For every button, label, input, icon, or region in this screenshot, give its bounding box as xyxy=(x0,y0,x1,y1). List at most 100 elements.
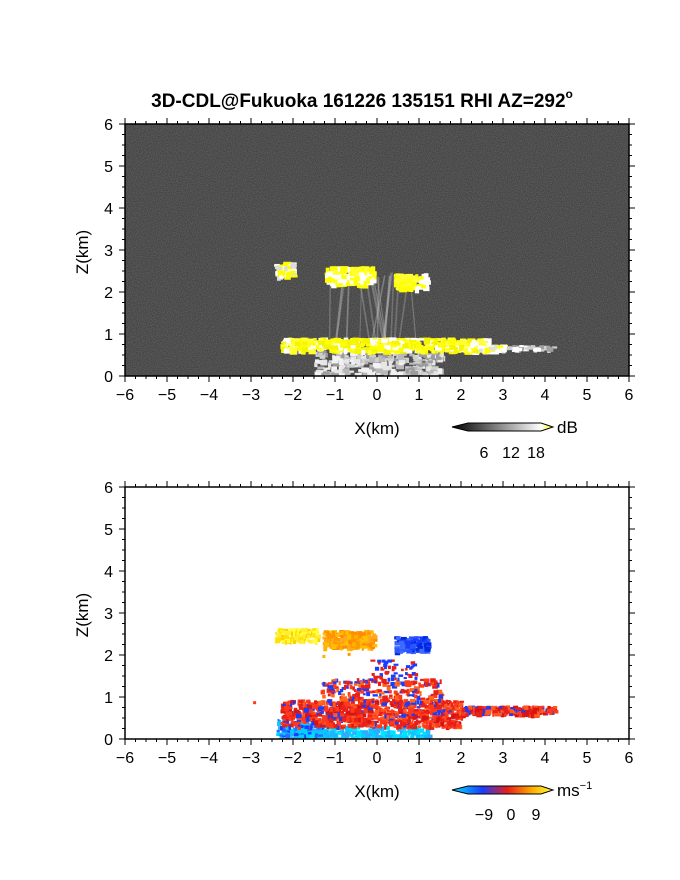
velocity-echo-cell xyxy=(320,736,326,739)
velocity-echo-cell xyxy=(549,712,553,715)
backscatter-echo-cell xyxy=(369,268,375,275)
velocity-echo-cell xyxy=(339,708,342,713)
velocity-echo-cell xyxy=(360,704,363,708)
velocity-echo-cell xyxy=(405,640,411,646)
backscatter-echo-cell xyxy=(356,280,364,284)
velocity-echo-cell xyxy=(394,703,398,707)
velocity-echo-cell xyxy=(495,708,498,712)
backscatter-echo-cell xyxy=(543,346,548,351)
x-tick-label: −3 xyxy=(242,387,260,404)
velocity-echo-cell xyxy=(378,707,383,713)
velocity-echo-cell xyxy=(398,674,404,677)
velocity-echo-cell xyxy=(335,642,340,647)
backscatter-echo-cell xyxy=(530,345,536,349)
colorbar-tick-label: 6 xyxy=(480,445,489,462)
velocity-echo-cell xyxy=(388,690,392,694)
backscatter-echo-cell xyxy=(316,344,320,350)
velocity-echo-cell xyxy=(390,674,396,678)
backscatter-echo-cell xyxy=(398,359,406,365)
velocity-echo-cell xyxy=(287,709,292,712)
velocity-echo-cell xyxy=(315,635,321,639)
velocity-echo-cell xyxy=(323,736,327,739)
velocity-echo-cell xyxy=(343,706,347,712)
velocity-echo-cell xyxy=(424,681,429,687)
velocity-echo-cell xyxy=(409,681,414,686)
velocity-echo-cell xyxy=(377,706,381,709)
velocity-echo-cell xyxy=(367,725,372,728)
velocity-echo-cell xyxy=(372,633,377,637)
y-tick-label: 2 xyxy=(104,648,113,665)
backscatter-echo-cell xyxy=(289,348,298,355)
velocity-echo-cell xyxy=(409,642,414,646)
velocity-echo-cell xyxy=(394,646,399,650)
backscatter-echo-cell xyxy=(506,346,515,351)
backscatter-echo-cell xyxy=(314,340,320,345)
x-tick-label: 3 xyxy=(499,387,508,404)
velocity-echo-cell xyxy=(347,724,354,727)
backscatter-echo-cell xyxy=(283,348,291,354)
velocity-echo-cell xyxy=(374,680,377,684)
velocity-echo-cell xyxy=(461,708,468,713)
velocity-echo-cell xyxy=(285,733,290,739)
velocity-echo-cell xyxy=(277,726,282,730)
velocity-echo-cell xyxy=(290,732,294,736)
velocity-echo-cell xyxy=(380,700,385,705)
velocity-echo-cell xyxy=(485,709,492,715)
backscatter-echo-cell xyxy=(435,341,439,346)
velocity-echo-cell xyxy=(346,644,350,649)
backscatter-echo-cell xyxy=(423,352,428,358)
velocity-echo-cell xyxy=(448,704,451,707)
velocity-echo-cell xyxy=(399,699,403,705)
velocity-echo-cell xyxy=(522,712,527,717)
backscatter-echo-cell xyxy=(425,343,430,349)
velocity-echo-cell xyxy=(336,720,341,726)
velocity-echo-cell xyxy=(443,719,450,722)
backscatter-echo-cell xyxy=(346,275,351,282)
velocity-echo-cell xyxy=(446,717,452,721)
velocity-echo-cell xyxy=(341,686,344,690)
velocity-echo-cell xyxy=(408,727,415,733)
velocity-echo-cell xyxy=(497,707,500,710)
velocity-echo-cell xyxy=(418,725,421,729)
velocity-echo-cell xyxy=(343,635,349,640)
x-tick-label: 5 xyxy=(583,750,592,767)
backscatter-echo-cell xyxy=(394,357,399,361)
velocity-echo-cell xyxy=(507,709,514,712)
velocity-echo-cell xyxy=(405,720,408,725)
velocity-echo-cell xyxy=(348,717,352,721)
velocity-echo-cell xyxy=(395,700,399,704)
velocity-echo-cell xyxy=(433,690,439,695)
velocity-echo-cell xyxy=(289,628,296,631)
backscatter-echo-layer xyxy=(274,261,558,376)
velocity-echo-cell xyxy=(390,700,394,704)
velocity-echo-cell xyxy=(383,663,388,668)
velocity-echo-cell xyxy=(357,726,361,730)
backscatter-echo-cell xyxy=(418,353,426,357)
backscatter-echo-cell xyxy=(405,368,409,374)
velocity-echo-cell xyxy=(320,690,325,695)
velocity-echo-cell xyxy=(331,708,336,712)
velocity-echo-cell xyxy=(402,640,408,644)
backscatter-echo-cell xyxy=(395,273,401,277)
velocity-echo-cell xyxy=(354,706,358,711)
velocity-echo-cell xyxy=(337,702,344,707)
backscatter-echo-cell xyxy=(341,272,346,278)
velocity-echo-cell xyxy=(358,718,364,723)
velocity-echo-cell xyxy=(372,732,376,737)
velocity-echo-cell xyxy=(285,701,290,705)
backscatter-echo-cell xyxy=(426,358,434,361)
velocity-echo-cell xyxy=(334,637,341,642)
velocity-echo-cell xyxy=(363,708,367,713)
velocity-echo-cell xyxy=(419,636,423,641)
velocity-echo-cell xyxy=(382,730,389,736)
velocity-echo-cell xyxy=(538,705,543,710)
velocity-echo-cell xyxy=(377,681,381,687)
velocity-echo-cell xyxy=(289,707,292,713)
backscatter-echo-cell xyxy=(453,348,458,355)
velocity-echo-cell xyxy=(456,724,461,728)
velocity-echo-cell xyxy=(444,703,448,707)
velocity-echo-cell xyxy=(429,710,433,716)
backscatter-echo-cell xyxy=(425,273,429,278)
velocity-echo-cell xyxy=(423,699,426,703)
velocity-echo-cell xyxy=(322,636,326,640)
